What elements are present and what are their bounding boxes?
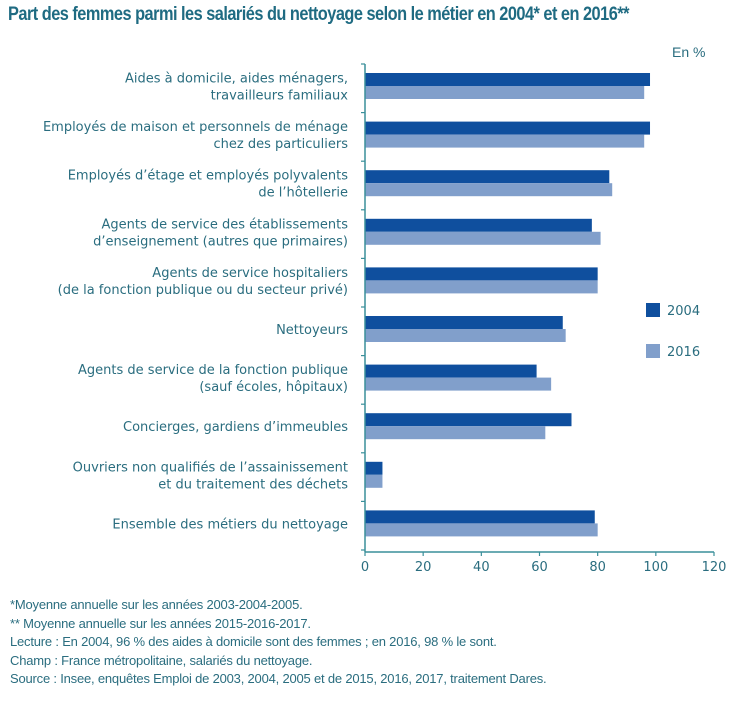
legend-swatch-2016 [646,344,660,358]
bar-2004-2 [365,170,610,184]
x-tick-label-80: 80 [589,560,606,575]
category-label-1-1: chez des particuliers [214,137,349,152]
category-label-3-0: Agents de service des établissements [102,217,349,232]
bar-2016-4 [365,280,598,294]
x-tick-label-40: 40 [473,560,490,575]
category-label-8-1: et du traitement des déchets [158,477,348,492]
category-label-2-1: de l’hôtellerie [258,186,348,201]
category-label-6-1: (sauf écoles, hôpitaux) [199,380,348,395]
bar-2004-0 [365,73,651,86]
category-label-8-0: Ouvriers non qualifiés de l’assainisseme… [73,460,348,475]
bar-2016-2 [365,183,613,197]
source-note: Source : Insee, enquêtes Emploi de 2003,… [10,671,547,687]
legend: 2004 2016 [646,303,700,360]
category-label-3-1: d’enseignement (autres que primaires) [93,234,348,249]
bar-2004-1 [365,121,651,135]
bar-2004-5 [365,316,563,329]
chart-title: Part des femmes parmi les salariés du ne… [8,4,629,25]
footnotes: *Moyenne annuelle sur les années 2003-20… [10,596,547,689]
category-label-5-0: Nettoyeurs [276,323,348,338]
x-tick-label-60: 60 [531,560,548,575]
category-label-4-1: (de la fonction publique ou du secteur p… [58,283,348,298]
legend-label-2004: 2004 [667,304,700,319]
footnote-2004: *Moyenne annuelle sur les années 2003-20… [10,597,303,612]
bar-2004-7 [365,413,572,427]
bar-2016-0 [365,86,645,99]
legend-label-2016: 2016 [667,345,700,360]
category-label-7-0: Concierges, gardiens d’immeubles [123,420,348,435]
unit-label: En % [672,44,706,60]
scope-note: Champ : France métropolitaine, salariés … [10,652,313,668]
reading-note: Lecture : En 2004, 96 % des aides à domi… [10,634,497,650]
bar-2016-8 [365,474,383,488]
axes-layer: 0 20 40 60 80 100 120 [361,63,727,575]
bar-2016-9 [365,523,598,537]
bar-2004-9 [365,510,595,524]
x-tick-label-120: 120 [702,560,727,575]
bar-2004-8 [365,461,383,475]
category-label-4-0: Agents de service hospitaliers [152,266,348,281]
category-label-0-1: travailleurs familiaux [211,89,349,104]
bar-2004-4 [365,267,598,281]
bar-2004-3 [365,218,592,232]
bar-2016-3 [365,231,601,245]
category-label-2-0: Employés d’étage et employés polyvalents [68,169,349,184]
bar-2016-5 [365,329,566,342]
x-tick-label-100: 100 [643,560,668,575]
x-tick-label-0: 0 [361,560,369,575]
bar-2004-6 [365,364,537,378]
footnote-2016: ** Moyenne annuelle sur les années 2015-… [10,615,311,631]
category-label-9-0: Ensemble des métiers du nettoyage [112,517,348,532]
category-labels: Aides à domicile, aides ménagers, travail… [43,72,348,533]
bar-2016-6 [365,377,552,391]
x-tick-label-20: 20 [415,560,432,575]
category-label-6-0: Agents de service de la fonction publiqu… [78,363,348,378]
category-label-0-0: Aides à domicile, aides ménagers, [125,72,348,87]
bar-chart: 0 20 40 60 80 100 120 Aides à domicile, aides … [43,63,727,575]
category-label-1-0: Employés de maison et personnels de ména… [43,120,348,135]
bar-2016-1 [365,134,645,148]
bar-2016-7 [365,426,546,440]
bars-layer [365,73,651,537]
legend-swatch-2004 [646,303,660,317]
